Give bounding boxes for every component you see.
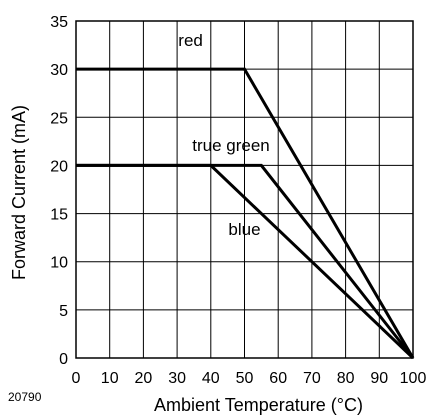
plot-area-frame [75,20,414,359]
y-axis-title: Forward Current (mA) [9,105,29,280]
series-line-red [76,67,415,359]
x-tick-label: 20 [135,370,153,387]
y-tick-label: 10 [50,255,68,272]
x-tick-label: 30 [168,370,186,387]
series-label-blue: blue [228,220,260,239]
y-tick-label: 20 [50,158,68,175]
x-tick-label: 80 [337,370,355,387]
x-tick-label: 70 [303,370,321,387]
series-label-red: red [178,31,203,50]
x-tick-label: 50 [236,370,254,387]
x-tick-label: 40 [202,370,220,387]
y-tick-label: 30 [50,62,68,79]
y-axis-tick-labels: 0 5 10 15 20 25 30 35 [50,14,68,368]
series-lines [76,67,415,360]
y-tick-label: 25 [50,110,68,127]
y-tick-label: 35 [50,14,68,31]
y-tick-label: 0 [59,351,68,368]
y-tick-label: 5 [59,303,68,320]
x-tick-label: 60 [269,370,287,387]
x-axis-title: Ambient Temperature (°C) [154,395,363,415]
figure-code-label: 20790 [8,390,42,404]
x-tick-label: 100 [400,370,427,387]
series-label-true-green: true green [192,136,270,155]
x-tick-label: 10 [101,370,119,387]
y-tick-label: 15 [50,207,68,224]
x-tick-label: 90 [370,370,388,387]
series-line-blue [76,163,415,360]
x-tick-label: 0 [72,370,81,387]
x-axis-tick-labels: 0 10 20 30 40 50 60 70 80 90 100 [72,370,427,387]
